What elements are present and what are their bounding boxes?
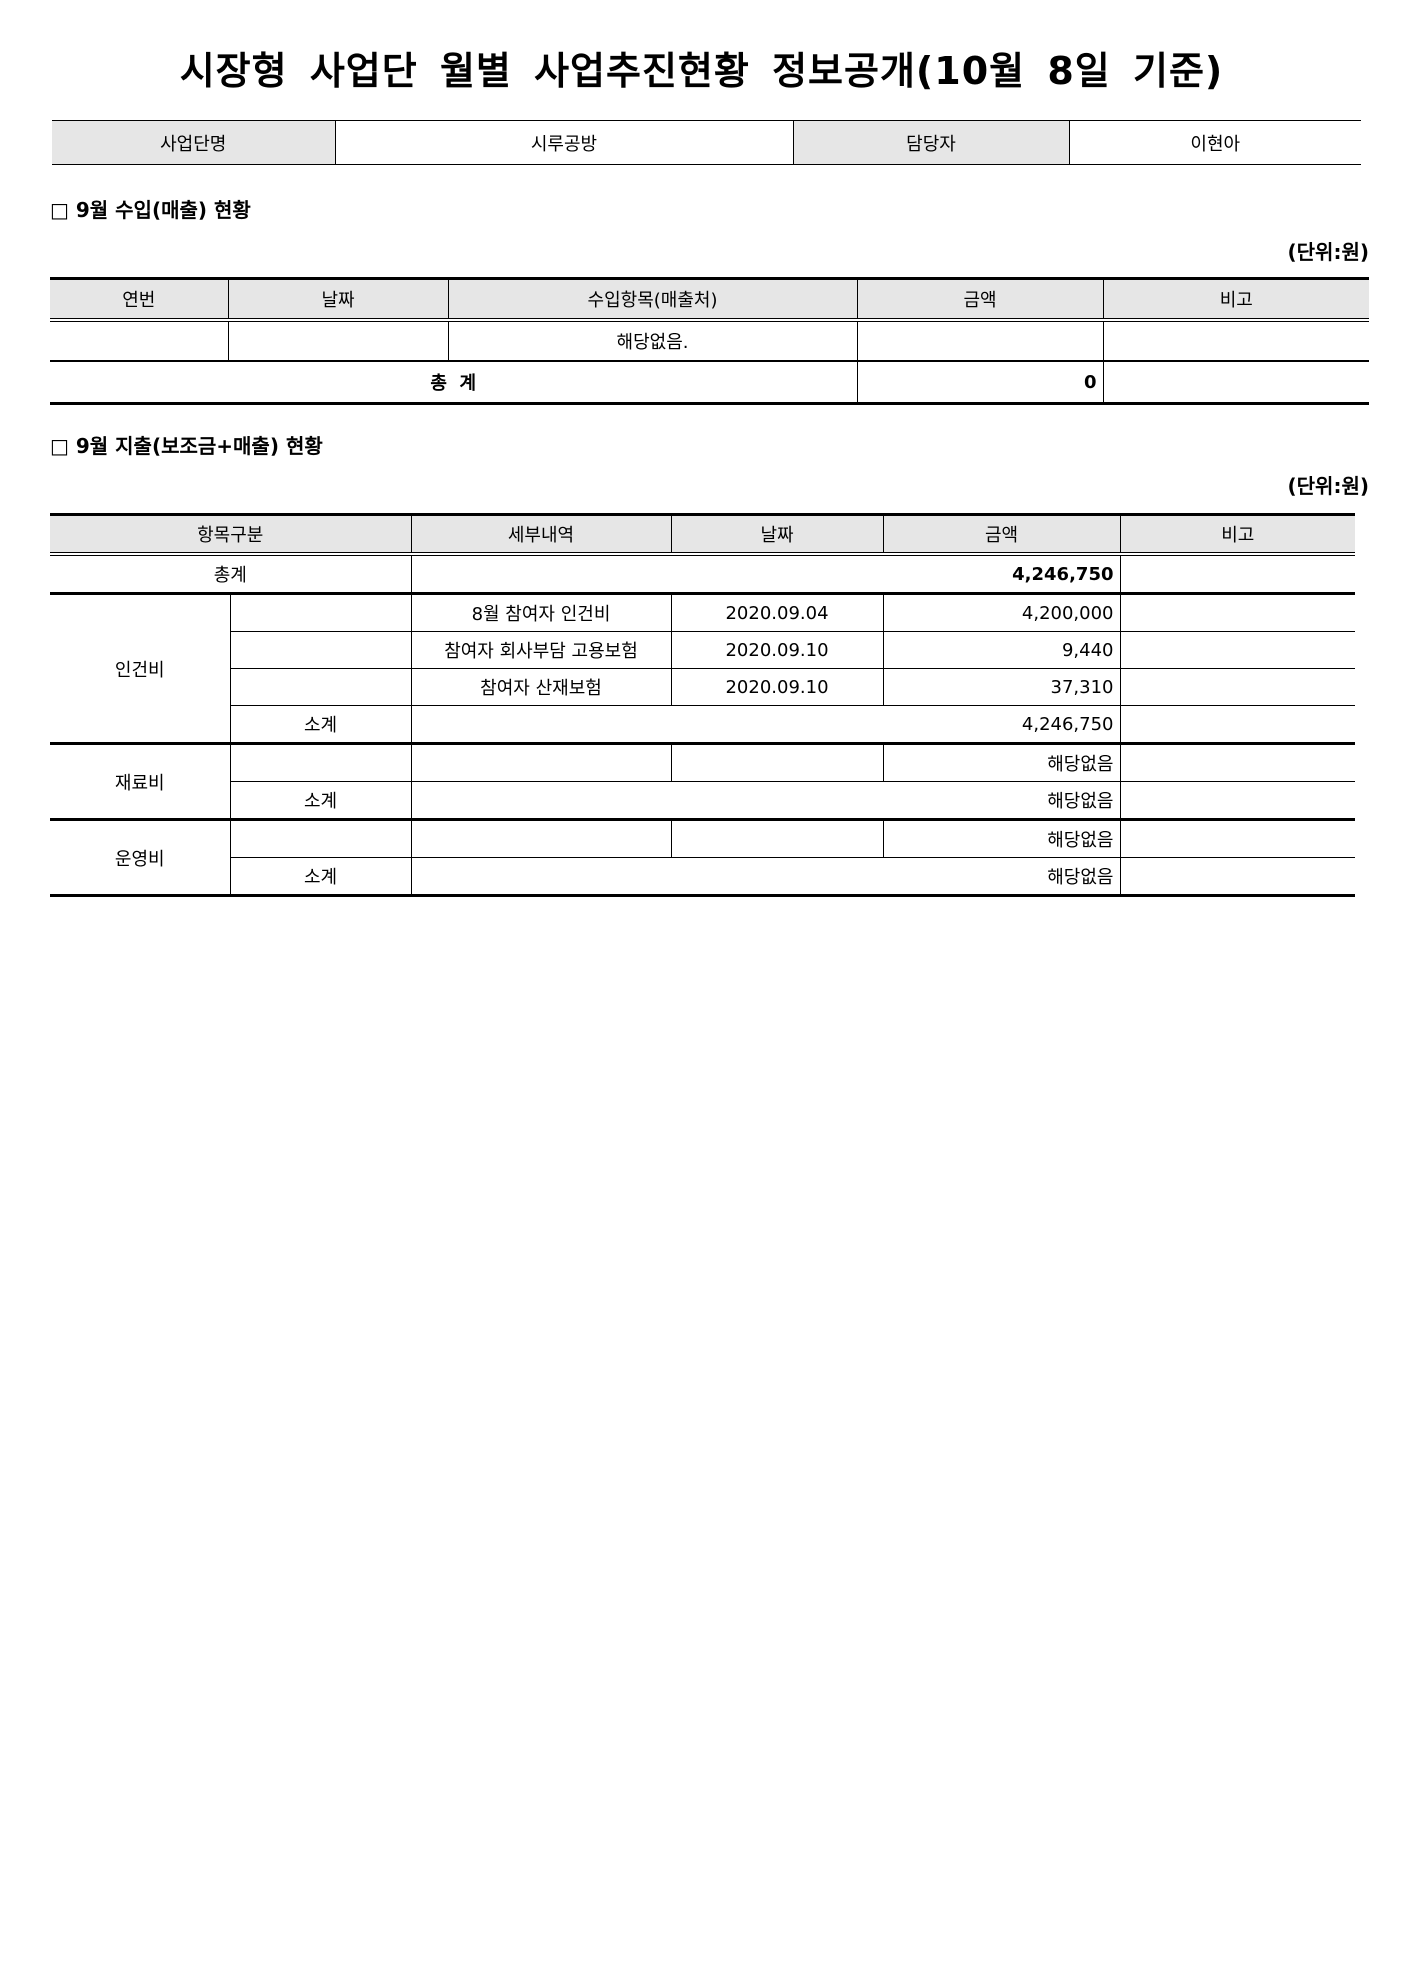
subtotal-label: 소계: [229, 705, 411, 745]
total-amount: 0: [856, 361, 1103, 404]
cell-amount: 해당없음: [882, 819, 1120, 858]
blank-cell: [229, 668, 411, 706]
col-header: 날짜: [227, 278, 448, 322]
income-unit: (단위:원): [1287, 240, 1369, 264]
project-name-label: 사업단명: [52, 120, 335, 165]
expense-unit: (단위:원): [1287, 474, 1369, 498]
total-label: 총 계: [430, 373, 477, 394]
total-row: 총 계 0: [50, 361, 1369, 404]
cell-date: 2020.09.10: [670, 668, 883, 706]
cell-date: [670, 819, 883, 858]
col-header: 금액: [856, 278, 1103, 322]
col-header: 비고: [1102, 278, 1369, 322]
col-header: 금액: [882, 514, 1120, 556]
manager-label: 담당자: [792, 120, 1069, 165]
cell-detail: 참여자 회사부담 고용보험: [410, 631, 671, 669]
table-row: 재료비 해당없음: [50, 743, 1355, 821]
blank-cell: [229, 631, 411, 669]
cell-amount: 9,440: [882, 631, 1120, 669]
cell-amount: 4,200,000: [882, 593, 1120, 632]
manager-value: 이현아: [1068, 120, 1361, 165]
cell-note: [1119, 781, 1355, 821]
grand-total-label: 총계: [50, 554, 411, 595]
cell-date: 2020.09.10: [670, 631, 883, 669]
cell-note: [1119, 819, 1355, 858]
project-info-table: 사업단명 시루공방 담당자 이현아: [52, 120, 1361, 165]
page-title: 시장형 사업단 월별 사업추진현황 정보공개(10월 8일 기준): [179, 49, 1224, 93]
grand-total-note: [1119, 554, 1355, 595]
grand-total-amount: 4,246,750: [410, 554, 1120, 595]
subtotal-row: 소계 4,246,750: [50, 705, 1355, 745]
cell-amount: 37,310: [882, 668, 1120, 706]
cell-amount: 해당없음: [882, 743, 1120, 782]
cell-detail: 8월 참여자 인건비: [410, 593, 671, 632]
cell-date: [670, 743, 883, 782]
blank-cell: [229, 819, 411, 858]
subtotal-amount: 해당없음: [410, 857, 1120, 896]
table-row: 해당없음.: [50, 320, 1369, 362]
cell-date: 2020.09.04: [670, 593, 883, 632]
subtotal-amount: 4,246,750: [410, 705, 1120, 745]
subtotal-row: 소계 해당없음: [50, 781, 1355, 821]
col-header: 연번: [50, 278, 228, 322]
blank-cell: [229, 593, 411, 632]
cell-date: [227, 320, 448, 362]
col-header: 수입항목(매출처): [447, 278, 857, 322]
project-name-value: 시루공방: [334, 120, 793, 165]
cell-note: [1119, 593, 1355, 632]
col-header: 세부내역: [410, 514, 671, 556]
table-row: 인건비 8월 참여자 인건비 2020.09.04 4,200,000: [50, 593, 1355, 745]
category-materials: 재료비: [50, 743, 230, 821]
income-table: 연번 날짜 수입항목(매출처) 금액 비고 해당없음. 총 계 0: [50, 277, 1369, 405]
col-header: 항목구분: [50, 514, 411, 556]
category-operations: 운영비: [114, 848, 165, 870]
subtotal-row: 소계 해당없음: [50, 857, 1355, 896]
table-row: 참여자 회사부담 고용보험 2020.09.10 9,440: [50, 631, 1355, 669]
subtotal-amount: 해당없음: [410, 781, 1120, 821]
cell-no: [50, 320, 228, 362]
table-row: 참여자 산재보험 2020.09.10 37,310: [50, 668, 1355, 706]
subtotal-label: 소계: [229, 857, 411, 896]
cell-note: [1119, 705, 1355, 745]
category-labor: 인건비: [50, 593, 230, 745]
cell-item: 해당없음.: [447, 320, 857, 362]
table-row: 운영비 해당없음: [50, 819, 1355, 870]
grand-total-row: 총계 4,246,750: [50, 554, 1355, 595]
income-heading: □ 9월 수입(매출) 현황: [50, 198, 251, 222]
col-header: 날짜: [670, 514, 883, 556]
subtotal-label: 소계: [229, 781, 411, 821]
cell-detail: [410, 819, 671, 858]
expense-heading: □ 9월 지출(보조금+매출) 현황: [50, 434, 323, 458]
cell-note: [1119, 631, 1355, 669]
cell-amount: [856, 320, 1103, 362]
cell-detail: 참여자 산재보험: [410, 668, 671, 706]
cell-note: [1102, 320, 1369, 362]
expense-table: 항목구분 세부내역 날짜 금액 비고 총계 4,246,750 인건비 8월 참…: [50, 513, 1355, 897]
total-note: [1102, 361, 1369, 404]
cell-detail: [410, 743, 671, 782]
cell-note: [1119, 857, 1355, 896]
col-header: 비고: [1119, 514, 1355, 556]
blank-cell: [229, 743, 411, 782]
cell-note: [1119, 668, 1355, 706]
cell-note: [1119, 743, 1355, 782]
